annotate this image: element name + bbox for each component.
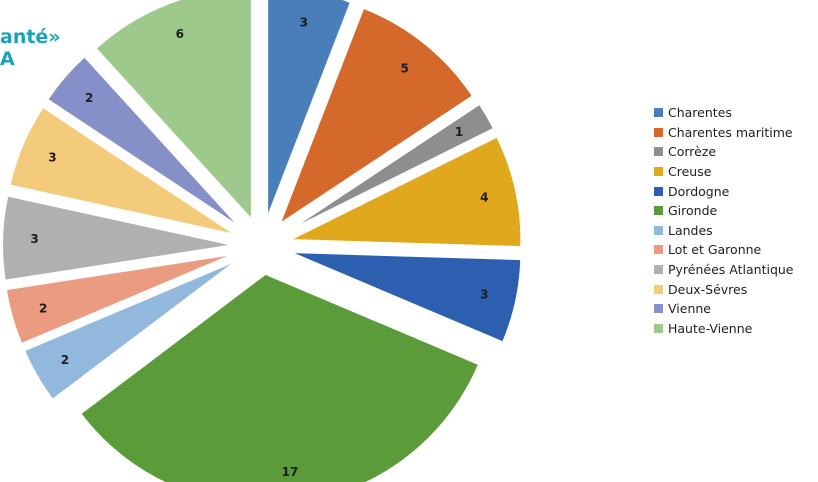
legend-swatch <box>654 206 663 216</box>
legend-item-deux-sevres: Deux-Sévres <box>654 279 794 299</box>
slice-value-label-correze: 1 <box>455 125 463 139</box>
title-fragment: anté» A <box>0 26 61 70</box>
pie-slice-charentes <box>266 0 353 219</box>
legend-item-gironde: Gironde <box>654 201 794 221</box>
slice-value-label-pyrenees-atlantique: 3 <box>30 232 38 246</box>
legend-swatch <box>654 225 663 235</box>
legend-item-dordogne: Dordogne <box>654 181 794 201</box>
legend-label: Landes <box>668 222 713 238</box>
legend-label: Deux-Sévres <box>668 281 748 297</box>
legend-item-landes: Landes <box>654 221 794 241</box>
pie-slice-creuse <box>288 135 523 249</box>
legend-swatch <box>654 186 663 196</box>
pie-slice-dordogne <box>288 250 523 344</box>
legend-swatch <box>654 323 663 333</box>
slice-value-label-haute-vienne: 6 <box>176 27 184 41</box>
legend-item-correze: Corrèze <box>654 142 794 162</box>
slice-value-label-vienne: 2 <box>85 91 93 105</box>
slice-value-label-creuse: 4 <box>480 190 488 204</box>
pie-slice-charentes-maritime <box>277 6 475 227</box>
slice-value-label-landes: 2 <box>61 353 69 367</box>
legend-label: Lot et Garonne <box>668 242 762 258</box>
legend-swatch <box>654 284 663 294</box>
legend-label: Charentes <box>668 105 732 121</box>
slice-value-label-dordogne: 3 <box>480 288 488 302</box>
legend-label: Corrèze <box>668 144 717 160</box>
legend-item-pyrenees-atlantique: Pyrénées Atlantique <box>654 260 794 280</box>
pie-slice-vienne <box>45 54 242 229</box>
legend-label: Gironde <box>668 203 718 219</box>
legend-swatch <box>654 127 663 137</box>
legend-swatch <box>654 304 663 314</box>
legend-label: Dordogne <box>668 183 730 199</box>
legend-item-vienne: Vienne <box>654 299 794 319</box>
slice-value-label-deux-sevres: 3 <box>48 150 56 164</box>
slice-value-label-charentes: 3 <box>300 15 308 29</box>
legend-item-creuse: Creuse <box>654 162 794 182</box>
slice-value-label-lot-et-garonne: 2 <box>39 301 47 315</box>
pie-slice-deux-sevres <box>8 105 237 237</box>
title-fragment-line1: anté» <box>0 26 61 48</box>
legend-item-lot-et-garonne: Lot et Garonne <box>654 240 794 260</box>
legend-swatch <box>654 245 663 255</box>
pie-slice-lot-et-garonne <box>4 252 236 346</box>
legend-label: Haute-Vienne <box>668 320 753 336</box>
legend-label: Pyrénées Atlantique <box>668 262 794 278</box>
pie-slice-landes <box>22 259 239 402</box>
legend-swatch <box>654 108 663 118</box>
pie-slice-gironde <box>78 272 481 482</box>
legend-item-haute-vienne: Haute-Vienne <box>654 319 794 339</box>
chart-legend: Charentes Charentes maritime Corrèze Creuse… <box>654 103 794 338</box>
legend-label: Creuse <box>668 164 712 180</box>
legend-swatch <box>654 167 663 177</box>
legend-swatch <box>654 147 663 157</box>
title-fragment-line2: A <box>0 48 15 70</box>
legend-label: Vienne <box>668 301 711 317</box>
legend-label: Charentes maritime <box>668 124 793 140</box>
pie-slice-correze <box>285 102 496 233</box>
pie-slice-pyrenees-atlantique <box>1 194 235 282</box>
slice-value-label-charentes-maritime: 5 <box>400 62 408 76</box>
slice-value-label-gironde: 17 <box>282 465 299 479</box>
legend-item-charentes-maritime: Charentes maritime <box>654 123 794 143</box>
legend-item-charentes: Charentes <box>654 103 794 123</box>
legend-swatch <box>654 265 663 275</box>
pie-slice-haute-vienne <box>94 0 253 223</box>
